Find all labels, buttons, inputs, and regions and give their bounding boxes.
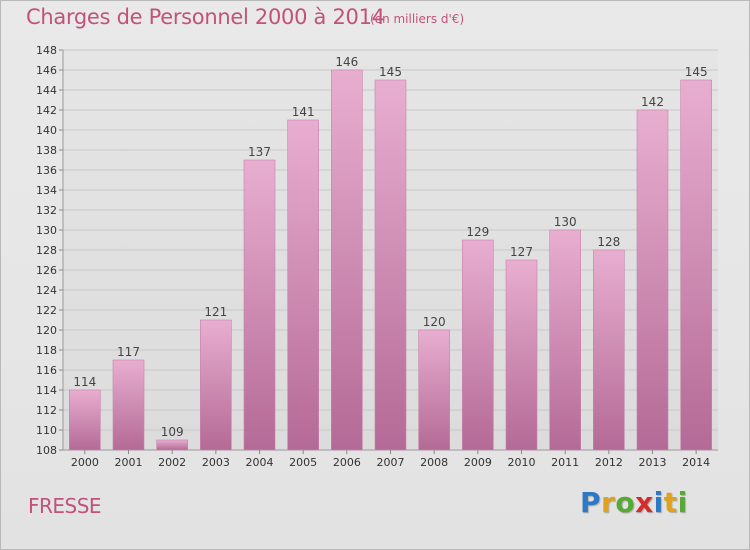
chart-title: Charges de Personnel 2000 à 2014 (26, 5, 385, 29)
x-tick-label: 2010 (508, 456, 536, 469)
value-label: 129 (466, 225, 489, 239)
y-tick-label: 120 (36, 324, 57, 337)
value-label: 137 (248, 145, 271, 159)
bars (69, 69, 712, 451)
value-label: 141 (292, 105, 315, 119)
logo-letter: i (677, 486, 688, 519)
y-tick-label: 122 (36, 304, 57, 317)
value-labels: 114 117 109 121 137 141 146 145 120 129 127 130 128 1… (73, 55, 707, 439)
y-tick-label: 130 (36, 224, 57, 237)
y-tick-label: 140 (36, 124, 57, 137)
value-label: 130 (554, 215, 577, 229)
y-tick-label: 108 (36, 444, 57, 457)
chart-subtitle: (en milliers d'€) (370, 12, 465, 26)
value-label: 120 (423, 315, 446, 329)
x-tick-label: 2006 (333, 456, 361, 469)
bar (549, 229, 581, 451)
y-tick-label: 114 (36, 384, 57, 397)
x-axis-labels: 2000 2001 2002 2003 2004 2005 2006 2007 2008 2009… (71, 450, 710, 469)
x-tick-label: 2005 (289, 456, 317, 469)
value-label: 142 (641, 95, 664, 109)
y-tick-label: 146 (36, 64, 57, 77)
y-tick-label: 116 (36, 364, 57, 377)
logo-letter: i (653, 486, 664, 519)
y-tick-label: 134 (36, 184, 57, 197)
value-label: 114 (73, 375, 96, 389)
bar (200, 319, 232, 451)
x-tick-label: 2014 (682, 456, 710, 469)
bar (462, 239, 494, 451)
y-tick-label: 148 (36, 44, 57, 57)
x-tick-label: 2009 (464, 456, 492, 469)
bar (680, 79, 712, 451)
y-tick-label: 110 (36, 424, 57, 437)
commune-name: FRESSE (28, 494, 102, 518)
bar (418, 329, 450, 451)
x-tick-label: 2011 (551, 456, 579, 469)
logo-letter: x (635, 486, 654, 519)
logo-letter: o (615, 486, 636, 519)
value-label: 109 (161, 425, 184, 439)
y-axis-labels: 108 110 112 114 116 118 120 122 124 126 128 130 132 1… (36, 44, 57, 457)
proxiti-logo: Proxiti (580, 486, 688, 519)
y-tick-label: 124 (36, 284, 57, 297)
value-label: 121 (204, 305, 227, 319)
x-tick-label: 2003 (202, 456, 230, 469)
value-label: 128 (597, 235, 620, 249)
x-tick-label: 2002 (158, 456, 186, 469)
y-tick-label: 138 (36, 144, 57, 157)
bar (112, 359, 145, 451)
value-label: 145 (685, 65, 708, 79)
x-tick-label: 2001 (115, 456, 143, 469)
bar (593, 249, 625, 451)
bar (374, 79, 407, 451)
logo-letter: t (663, 486, 678, 519)
y-tick-label: 142 (36, 104, 57, 117)
x-tick-label: 2008 (420, 456, 448, 469)
value-label: 146 (335, 55, 358, 69)
y-tick-label: 126 (36, 264, 57, 277)
x-tick-label: 2000 (71, 456, 99, 469)
bar (287, 119, 319, 451)
bar (243, 159, 276, 451)
y-tick-label: 112 (36, 404, 57, 417)
y-tick-label: 118 (36, 344, 57, 357)
y-tick-label: 128 (36, 244, 57, 257)
y-tick-label: 136 (36, 164, 57, 177)
bar (505, 259, 538, 451)
value-label: 145 (379, 65, 402, 79)
x-tick-label: 2013 (639, 456, 667, 469)
y-tick-label: 144 (36, 84, 57, 97)
x-tick-label: 2012 (595, 456, 623, 469)
value-label: 117 (117, 345, 140, 359)
value-label: 127 (510, 245, 533, 259)
bar (331, 69, 363, 451)
bar (636, 109, 669, 451)
x-tick-label: 2004 (246, 456, 274, 469)
x-tick-label: 2007 (377, 456, 405, 469)
logo-letter: P (580, 486, 602, 519)
logo-letter: r (601, 486, 616, 519)
bar (156, 439, 188, 451)
y-tick-label: 132 (36, 204, 57, 217)
bar (69, 389, 101, 451)
